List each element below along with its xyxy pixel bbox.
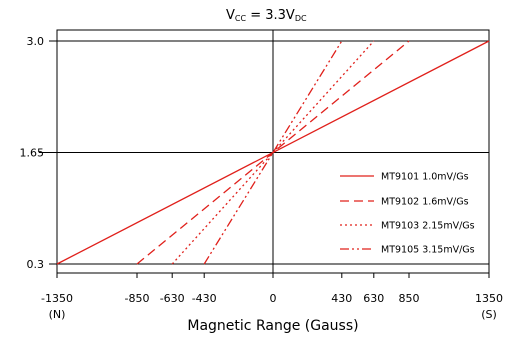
y-tick-label: 3.0	[27, 35, 45, 48]
title-unit-subscript: DC	[295, 14, 307, 23]
x-tick-label: 630	[363, 292, 384, 305]
title-main: V	[226, 8, 235, 23]
x-tick-label: 1350	[475, 292, 503, 305]
title-equation: = 3.3V	[246, 8, 295, 23]
x-tick-label: 0	[270, 292, 277, 305]
x-tick-label: 850	[399, 292, 420, 305]
x-tick-label: -430	[192, 292, 217, 305]
y-tick-label: 1.65	[20, 147, 45, 160]
x-tick-label: -850	[125, 292, 150, 305]
y-tick-label: 0.3	[27, 258, 45, 271]
title-subscript: CC	[235, 14, 247, 23]
x-tick-label: -630	[160, 292, 185, 305]
x-axis-title: Magnetic Range (Gauss)	[187, 318, 358, 334]
legend-label-3: MT9103 2.15mV/Gs	[381, 221, 475, 232]
x-tick-label: 430	[331, 292, 352, 305]
x-end-note-south: (S)	[481, 308, 497, 321]
x-tick-label: -1350	[41, 292, 73, 305]
x-end-note-north: (N)	[49, 308, 66, 321]
chart-title: VCC = 3.3VDC	[226, 8, 307, 23]
legend-label-4: MT9105 3.15mV/Gs	[381, 245, 475, 256]
plot-area: 0.3 1.65 3.0 -1350 -850 -630 -430 0 430 630 850 135…	[20, 29, 503, 321]
legend-label-2: MT9102 1.6mV/Gs	[381, 197, 469, 208]
legend-label-1: MT9101 1.0mV/Gs	[381, 172, 469, 183]
series-line-3	[171, 40, 375, 265]
